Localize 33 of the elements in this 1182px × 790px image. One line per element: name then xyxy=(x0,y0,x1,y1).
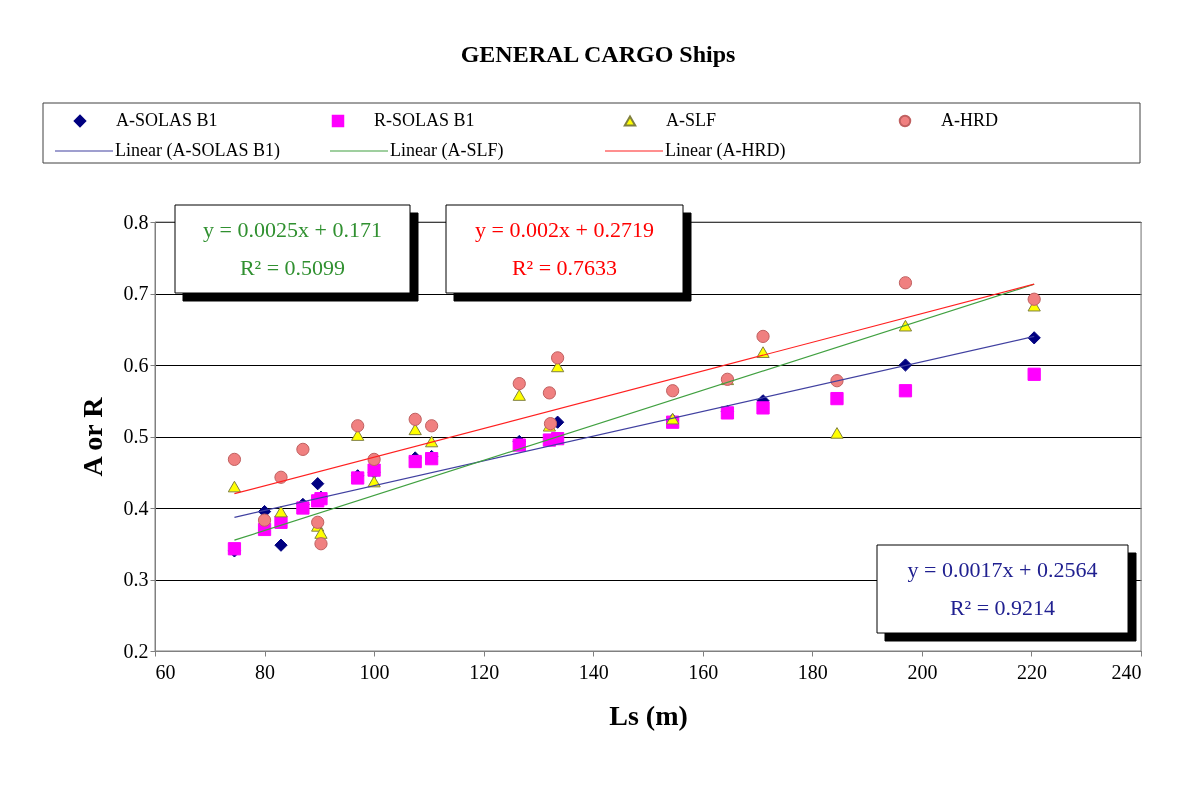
chart-title: GENERAL CARGO Ships xyxy=(460,41,736,67)
y-tick-label: 0.8 xyxy=(123,210,149,233)
x-tick-label: 60 xyxy=(155,660,176,683)
legend-label: Linear (A-SLF) xyxy=(390,140,504,161)
x-tick-label: 80 xyxy=(255,660,276,683)
x-tick-label: 120 xyxy=(469,660,500,683)
annotation: y = 0.0025x + 0.171 xyxy=(203,217,382,242)
x-tick-label: 100 xyxy=(359,660,390,683)
x-tick-label: 200 xyxy=(907,660,938,683)
x-axis-title: Ls (m) xyxy=(609,699,688,731)
x-tick-label: 220 xyxy=(1016,660,1047,683)
annotation: y = 0.002x + 0.2719 xyxy=(475,217,654,242)
legend-label: Linear (A-HRD) xyxy=(665,140,786,161)
y-tick-label: 0.5 xyxy=(123,425,149,447)
y-tick-label: 0.4 xyxy=(123,496,149,519)
legend-label: A-SLF xyxy=(666,110,717,130)
legend-label: Linear (A-SOLAS B1) xyxy=(115,140,280,161)
x-tick-label: 240 xyxy=(1111,660,1142,683)
y-tick-label: 0.6 xyxy=(123,353,149,376)
x-tick-label: 160 xyxy=(688,660,719,683)
annotation: R² = 0.7633 xyxy=(511,255,618,280)
y-tick-label: 0.7 xyxy=(123,282,149,304)
annotation: y = 0.0017x + 0.2564 xyxy=(907,557,1098,582)
legend-label: R-SOLAS B1 xyxy=(374,110,475,130)
y-tick-label: 0.3 xyxy=(123,568,149,590)
x-tick-label: 140 xyxy=(578,660,609,683)
legend-label: A-HRD xyxy=(941,110,998,130)
y-axis-title: A or R xyxy=(76,396,108,477)
annotation: R² = 0.9214 xyxy=(949,595,1056,620)
x-tick-label: 180 xyxy=(797,660,828,683)
annotation: R² = 0.5099 xyxy=(239,255,346,280)
y-tick-label: 0.2 xyxy=(123,639,149,662)
legend-label: A-SOLAS B1 xyxy=(116,110,218,130)
